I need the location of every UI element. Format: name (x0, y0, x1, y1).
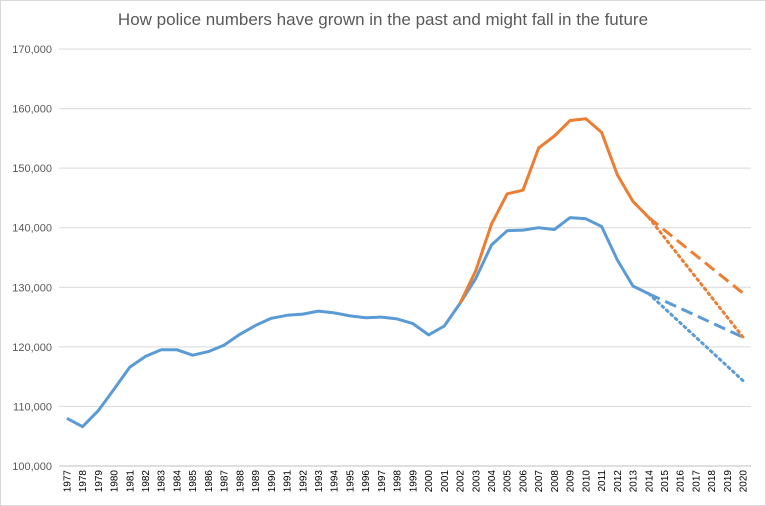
x-tick-label: 2007 (534, 470, 545, 493)
y-axis: 100,000 110,000 120,000 130,000 140,000 150,0… (12, 44, 52, 473)
chart-title: How police numbers have grown in the pas… (117, 10, 649, 29)
x-tick-label: 1977 (62, 470, 73, 493)
y-tick-label: 170,000 (12, 44, 52, 56)
x-tick-label: 1981 (125, 470, 136, 493)
x-tick-label: 2010 (581, 470, 592, 493)
x-tick-label: 2015 (660, 470, 671, 493)
x-tick-label: 1987 (220, 470, 231, 493)
x-tick-label: 1999 (408, 470, 419, 493)
y-tick-label: 150,000 (12, 163, 52, 175)
y-tick-label: 160,000 (12, 104, 52, 116)
x-tick-label: 2005 (503, 470, 514, 493)
x-tick-label: 1996 (361, 470, 372, 493)
x-tick-label: 1994 (330, 470, 341, 493)
y-tick-label: 110,000 (13, 401, 52, 413)
gridlines (59, 48, 751, 467)
x-tick-label: 1983 (157, 470, 168, 493)
x-tick-label: 2008 (550, 470, 561, 493)
series-line-dashed (647, 216, 745, 295)
x-tick-label: 2012 (613, 470, 624, 493)
x-tick-label: 1980 (110, 470, 121, 493)
x-tick-label: 2020 (739, 470, 750, 493)
y-tick-label: 140,000 (12, 223, 52, 235)
x-tick-label: 2009 (566, 470, 577, 493)
x-tick-label: 1982 (141, 470, 152, 493)
series-line-solid (66, 216, 650, 429)
x-tick-label: 1990 (267, 470, 278, 493)
x-tick-label: 2003 (471, 470, 482, 493)
x-tick-label: 2018 (707, 470, 718, 493)
x-tick-label: 2019 (723, 470, 734, 493)
x-tick-label: 2004 (487, 470, 498, 493)
x-tick-label: 2014 (644, 470, 655, 493)
series-line-dotted (647, 216, 745, 339)
x-tick-label: 1995 (345, 470, 356, 493)
x-tick-label: 1997 (377, 470, 388, 493)
x-tick-label: 1984 (172, 470, 183, 493)
x-tick-label: 2017 (691, 470, 702, 493)
x-tick-label: 1991 (283, 470, 294, 493)
x-tick-label: 1998 (393, 470, 404, 493)
x-tick-label: 1992 (298, 470, 309, 493)
y-tick-label: 120,000 (12, 342, 52, 354)
series-line-dashed (648, 292, 744, 339)
x-tick-label: 1993 (314, 470, 325, 493)
x-tick-label: 2011 (597, 470, 608, 492)
x-tick-label: 2016 (676, 470, 687, 493)
x-tick-label: 1978 (78, 470, 89, 493)
x-tick-label: 2000 (424, 470, 435, 493)
x-tick-label: 1988 (235, 470, 246, 493)
x-tick-label: 2006 (518, 470, 529, 493)
x-axis: 1977 1978 1979 1980 1981 1982 1983 1984 1985 1986… (62, 470, 749, 493)
y-tick-label: 130,000 (12, 282, 52, 294)
x-tick-label: 2013 (629, 470, 640, 493)
series-line-dotted (647, 292, 745, 383)
x-tick-label: 1986 (204, 470, 215, 493)
x-tick-label: 1979 (94, 470, 105, 493)
x-tick-label: 2001 (440, 470, 451, 493)
y-tick-label: 100,000 (12, 461, 52, 473)
x-tick-label: 1989 (251, 470, 262, 493)
series-lines (66, 117, 745, 429)
x-tick-label: 2002 (456, 470, 467, 493)
x-tick-label: 1985 (188, 470, 199, 493)
series-line-solid (458, 117, 650, 305)
